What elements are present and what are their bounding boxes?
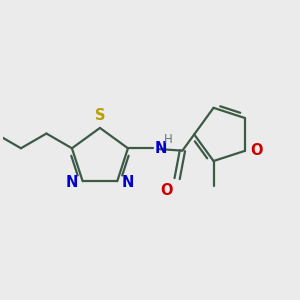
Text: N: N <box>154 141 167 156</box>
Text: O: O <box>250 143 262 158</box>
Text: N: N <box>122 175 134 190</box>
Text: N: N <box>66 175 78 190</box>
Text: H: H <box>164 133 173 146</box>
Text: S: S <box>95 109 105 124</box>
Text: O: O <box>160 183 173 198</box>
